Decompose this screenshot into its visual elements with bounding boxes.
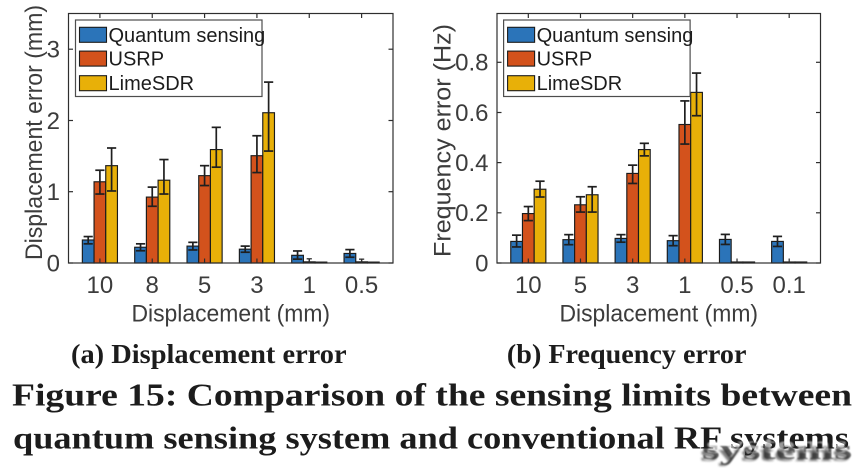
svg-text:Figure 15: Comparison of the s: Figure 15: Comparison of the sensing lim…	[12, 377, 852, 413]
svg-text:systems: systems	[700, 441, 850, 467]
svg-text:0.8: 0.8	[455, 50, 488, 77]
svg-text:quantum sensing system and con: quantum sensing system and conventional …	[13, 420, 849, 456]
svg-text:3: 3	[47, 37, 60, 64]
svg-text:systems: systems	[702, 435, 852, 466]
svg-text:1: 1	[303, 272, 316, 299]
svg-text:8: 8	[146, 272, 159, 299]
svg-text:0: 0	[475, 250, 488, 277]
svg-text:USRP: USRP	[537, 49, 593, 71]
svg-text:0: 0	[47, 250, 60, 277]
svg-text:0.6: 0.6	[455, 100, 488, 127]
svg-text:Quantum sensing: Quantum sensing	[537, 25, 694, 47]
svg-text:LimeSDR: LimeSDR	[537, 73, 623, 95]
svg-text:Displacement error (mm): Displacement error (mm)	[21, 5, 48, 260]
svg-text:Displacement (mm): Displacement (mm)	[559, 301, 758, 328]
svg-text:systems: systems	[706, 432, 848, 459]
svg-text:1: 1	[47, 179, 60, 206]
svg-text:10: 10	[87, 272, 114, 299]
svg-text:Quantum sensing: Quantum sensing	[109, 25, 266, 47]
svg-text:(a) Displacement error: (a) Displacement error	[71, 339, 347, 369]
svg-text:Displacement (mm): Displacement (mm)	[131, 301, 330, 328]
svg-text:Frequency error (Hz): Frequency error (Hz)	[430, 24, 457, 257]
svg-text:10: 10	[515, 272, 542, 299]
svg-text:2: 2	[47, 108, 60, 135]
svg-text:0.1: 0.1	[773, 272, 806, 299]
svg-text:3: 3	[250, 272, 263, 299]
svg-text:0.4: 0.4	[455, 150, 488, 177]
svg-text:0.5: 0.5	[345, 272, 378, 299]
svg-text:3: 3	[626, 272, 639, 299]
svg-text:LimeSDR: LimeSDR	[109, 73, 195, 95]
svg-text:0.5: 0.5	[720, 272, 753, 299]
svg-text:1: 1	[678, 272, 691, 299]
svg-text:USRP: USRP	[109, 49, 165, 71]
svg-text:5: 5	[574, 272, 587, 299]
svg-text:5: 5	[198, 272, 211, 299]
svg-text:0.2: 0.2	[455, 200, 488, 227]
svg-text:(b) Frequency error: (b) Frequency error	[507, 339, 747, 369]
